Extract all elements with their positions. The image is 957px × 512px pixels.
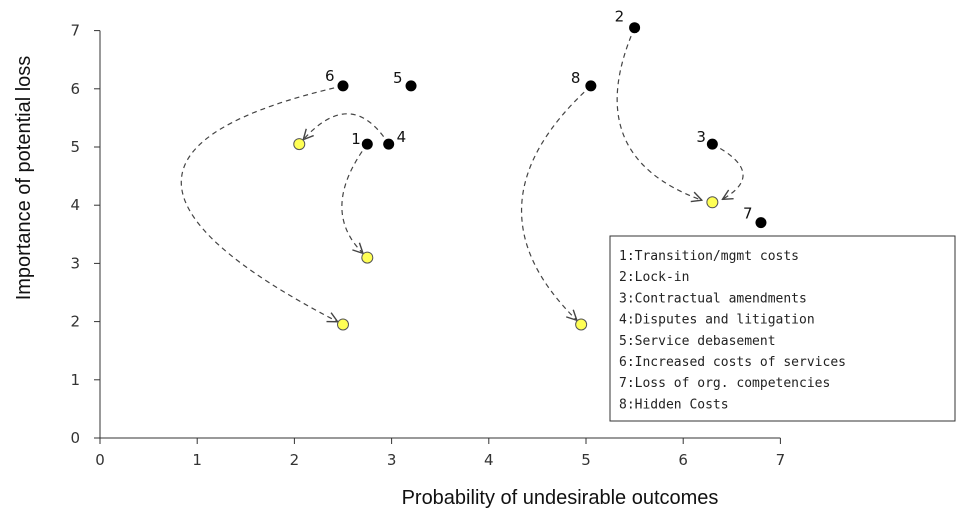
- before-point: [383, 138, 395, 150]
- x-axis-title: Probability of undesirable outcomes: [402, 487, 719, 509]
- before-point: [755, 217, 767, 229]
- y-tick-label: 1: [70, 371, 80, 389]
- legend: 1:Transition/mgmt costs 2:Lock-in 3:Contra…: [609, 235, 956, 422]
- y-tick-label: 3: [70, 254, 80, 272]
- point-label: 4: [397, 128, 407, 146]
- axes: 0 1 2 3 4 5 6 7 0 1 2 3 4 5 6 7: [70, 22, 785, 469]
- x-tick-label: 3: [387, 451, 397, 469]
- dashed-arrow: [303, 113, 390, 145]
- legend-entry: 3:Contractual amendments: [619, 291, 807, 306]
- y-tick-label: 7: [70, 22, 80, 40]
- legend-entry: 6:Increased costs of services: [619, 355, 846, 370]
- after-point: [361, 251, 374, 264]
- dashed-arrow: [180, 85, 344, 322]
- legend-entry: 5:Service debasement: [619, 334, 776, 349]
- point-label: 2: [615, 8, 625, 26]
- point-label: 5: [393, 69, 403, 87]
- y-axis-title: Importance of potential loss: [13, 56, 35, 301]
- after-point: [337, 318, 349, 331]
- point-label: 1: [351, 130, 361, 148]
- after-point: [293, 138, 306, 151]
- x-tick-label: 4: [484, 451, 494, 469]
- y-tick-label: 4: [70, 196, 80, 214]
- before-point: [405, 80, 417, 92]
- dashed-arrow: [341, 143, 368, 253]
- point-label: 7: [743, 205, 753, 223]
- before-point: [706, 138, 718, 150]
- x-tick-label: 1: [192, 451, 202, 469]
- y-tick-label: 2: [70, 313, 80, 331]
- before-point: [629, 22, 641, 34]
- arrows: [180, 27, 744, 322]
- y-tick-label: 0: [70, 429, 80, 447]
- legend-entry: 4:Disputes and litigation: [619, 313, 815, 328]
- before-point: [337, 80, 349, 92]
- after-point: [706, 196, 719, 209]
- y-tick-label: 6: [70, 80, 80, 98]
- legend-box: [609, 235, 956, 422]
- before-point: [361, 138, 373, 150]
- point-label: 6: [325, 67, 335, 85]
- data-points: 1 2 3 4 5 6 7 8: [293, 8, 767, 331]
- x-tick-label: 7: [776, 451, 786, 469]
- x-tick-label: 5: [581, 451, 591, 469]
- legend-entry: 1:Transition/mgmt costs: [619, 249, 799, 264]
- dashed-arrow: [521, 85, 592, 320]
- legend-entry: 2:Lock-in: [619, 270, 689, 285]
- dashed-arrow: [616, 27, 702, 201]
- x-tick-label: 2: [290, 451, 300, 469]
- y-tick-label: 5: [70, 138, 80, 156]
- dashed-arrow: [712, 143, 744, 199]
- legend-entry: 8:Hidden Costs: [619, 397, 729, 412]
- point-label: 8: [571, 69, 581, 87]
- x-tick-label: 0: [95, 451, 105, 469]
- point-label: 3: [696, 128, 706, 146]
- x-tick-label: 6: [678, 451, 688, 469]
- legend-entry: 7:Loss of org. competencies: [619, 376, 830, 391]
- after-point: [575, 318, 588, 331]
- before-point: [585, 80, 597, 92]
